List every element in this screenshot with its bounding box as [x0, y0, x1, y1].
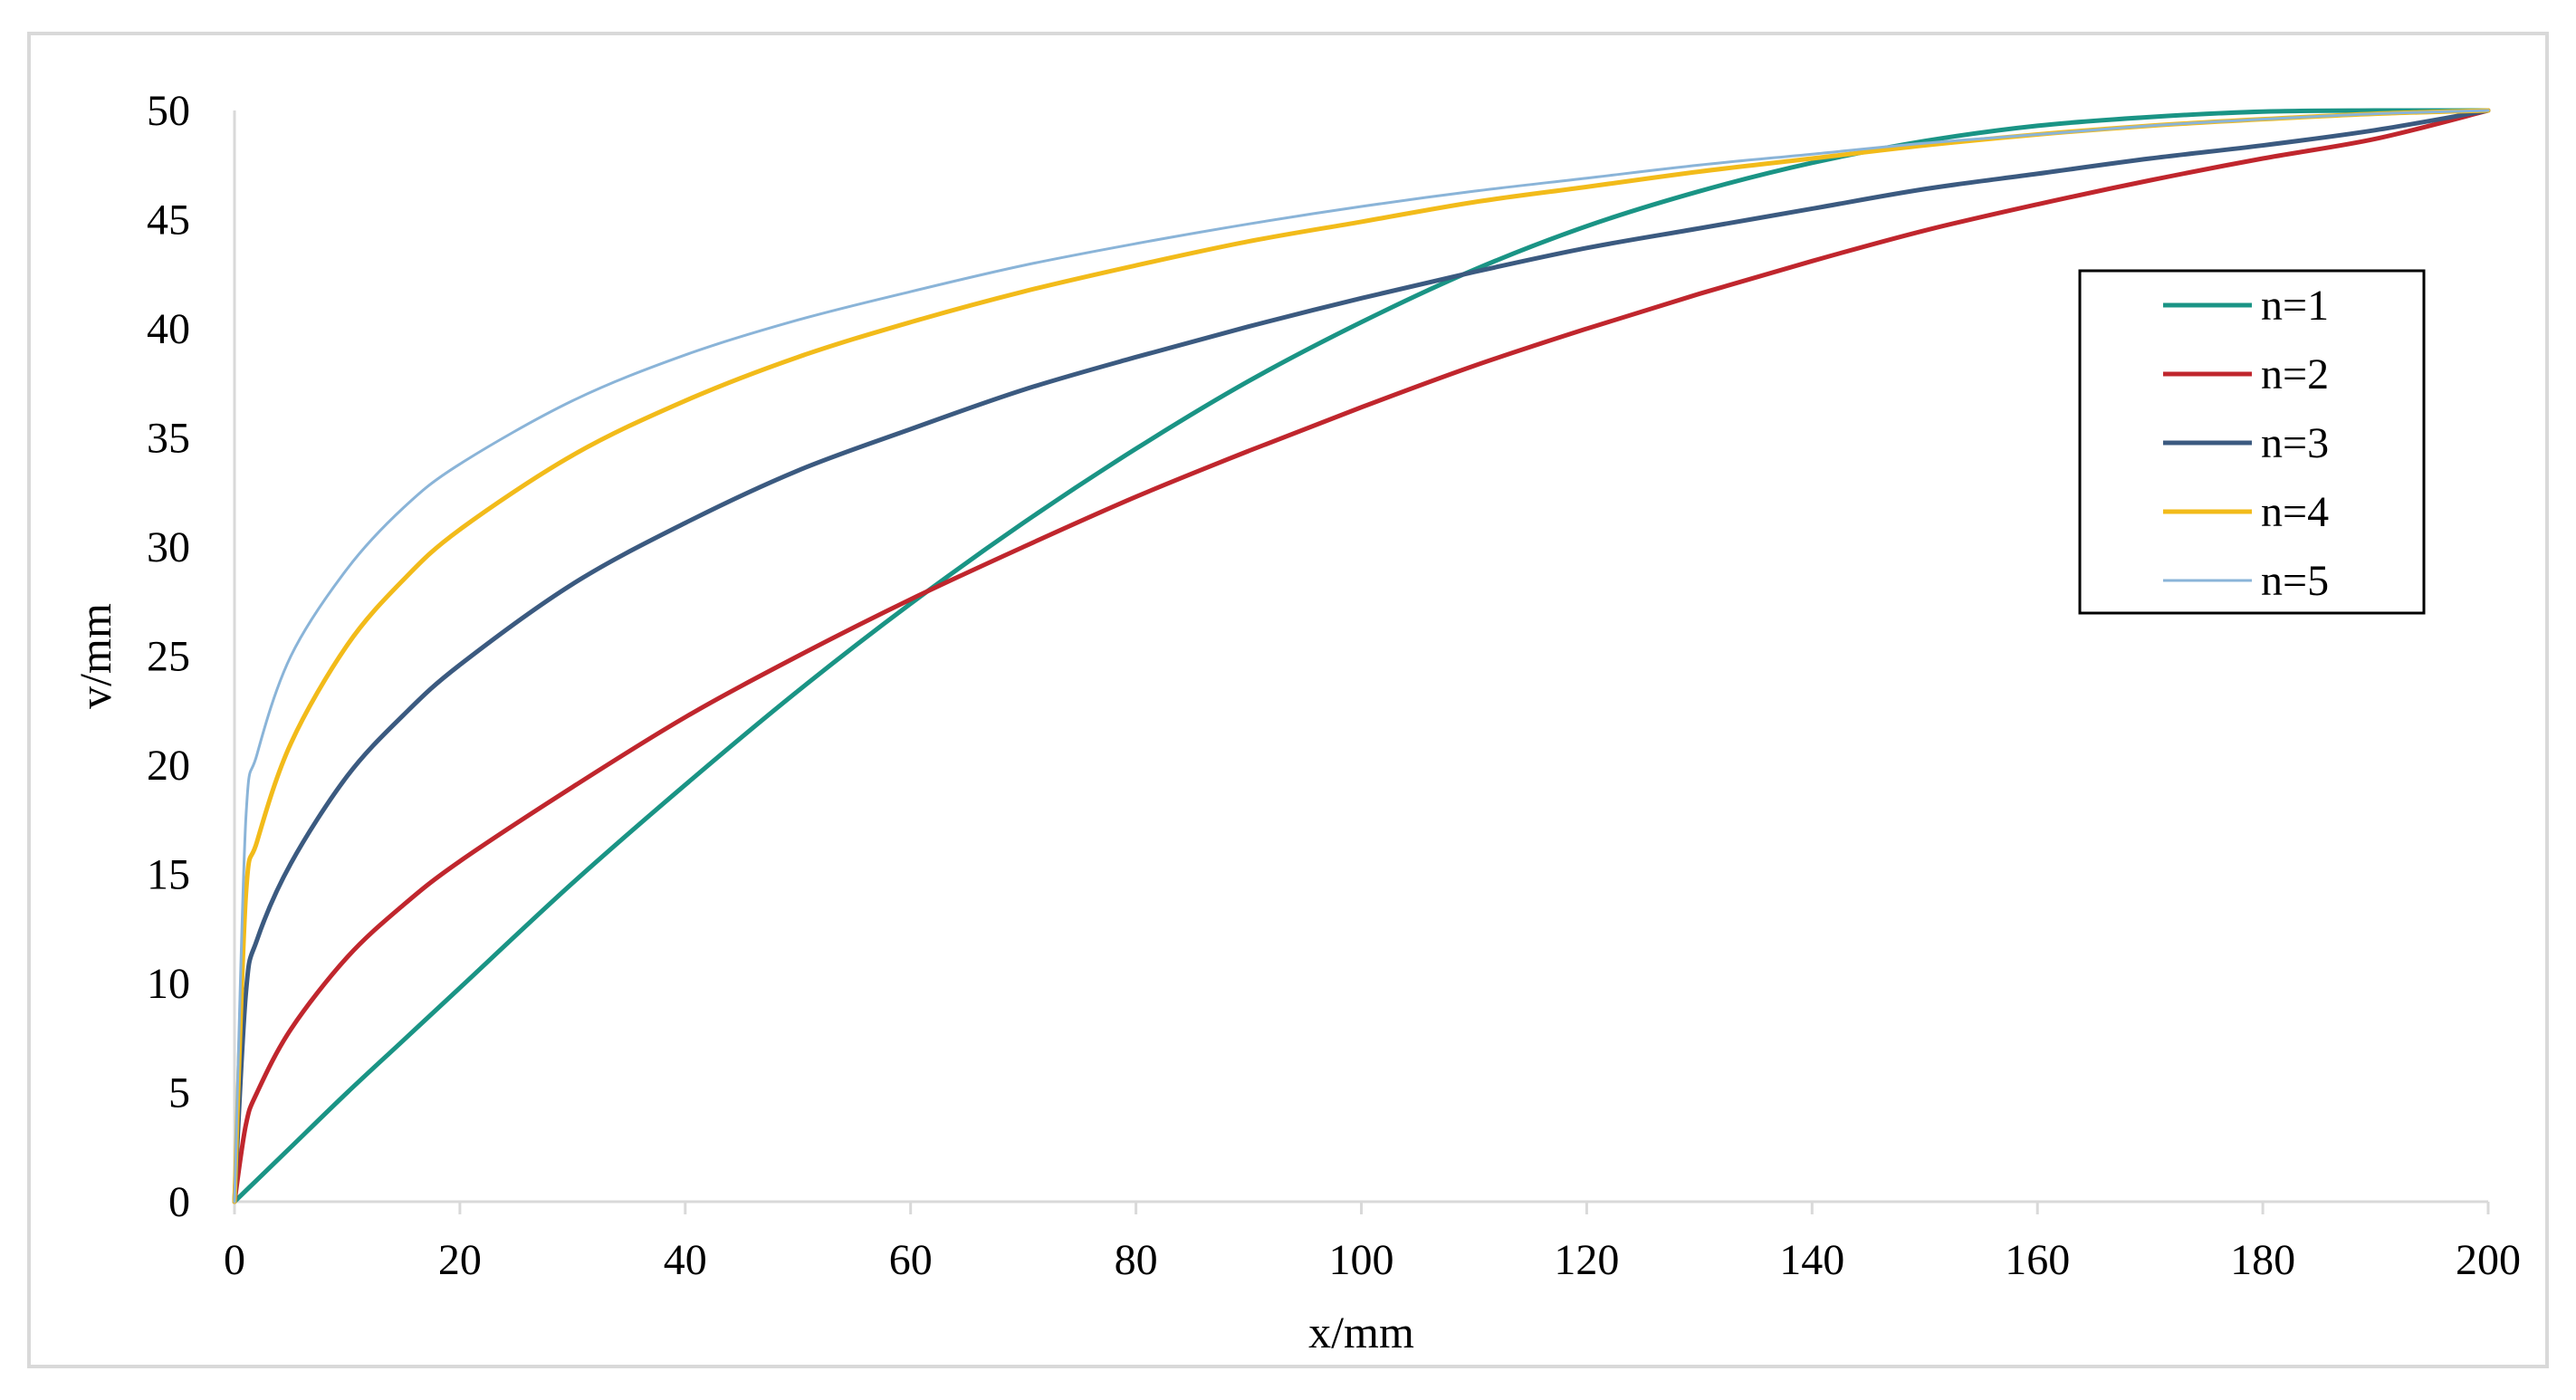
x-tick-label: 20	[438, 1236, 482, 1284]
x-tick-label: 160	[2005, 1236, 2070, 1284]
x-tick-label: 100	[1329, 1236, 1394, 1284]
y-tick-label: 40	[147, 305, 190, 353]
x-tick-label: 60	[889, 1236, 933, 1284]
x-tick-label: 80	[1115, 1236, 1158, 1284]
x-tick-label: 40	[664, 1236, 707, 1284]
series-line-n1	[232, 108, 2491, 1204]
y-tick-label: 35	[147, 415, 190, 463]
x-tick-label: 0	[224, 1236, 245, 1284]
x-tick-label: 140	[1779, 1236, 1844, 1284]
y-tick-label: 30	[147, 523, 190, 571]
y-tick-label: 50	[147, 87, 190, 135]
y-axis-title: v/mm	[70, 603, 120, 709]
series-line-n2	[232, 108, 2491, 1204]
y-tick-label: 0	[168, 1178, 190, 1226]
legend-label-n4: n=4	[2261, 488, 2329, 536]
legend: n=1 n=2 n=3 n=4 n=5	[2078, 269, 2426, 615]
legend-label-n5: n=5	[2261, 557, 2329, 605]
legend-label-n1: n=1	[2261, 282, 2329, 330]
series-line-n5	[233, 109, 2490, 1203]
x-tick-label: 120	[1554, 1236, 1619, 1284]
y-tick-label: 20	[147, 742, 190, 790]
series-line-n3	[232, 108, 2491, 1204]
chart-frame	[27, 32, 2549, 1368]
y-tick-label: 25	[147, 633, 190, 681]
y-tick-label: 15	[147, 851, 190, 899]
y-tick-label: 45	[147, 197, 190, 245]
y-tick-labels: 0 5 10 15 20 25 30 35 40 45 50	[147, 87, 190, 1226]
x-tick-label: 200	[2456, 1236, 2521, 1284]
y-tick-label: 10	[147, 960, 190, 1008]
y-tick-label: 5	[168, 1069, 190, 1117]
x-tick-labels: 0 20 40 60 80 100 120 140 160 180 200	[224, 1202, 2521, 1284]
legend-label-n3: n=3	[2261, 419, 2329, 467]
legend-label-n2: n=2	[2261, 350, 2329, 398]
x-tick-label: 180	[2230, 1236, 2295, 1284]
x-axis-title: x/mm	[1308, 1307, 1414, 1357]
series-lines	[232, 108, 2491, 1204]
